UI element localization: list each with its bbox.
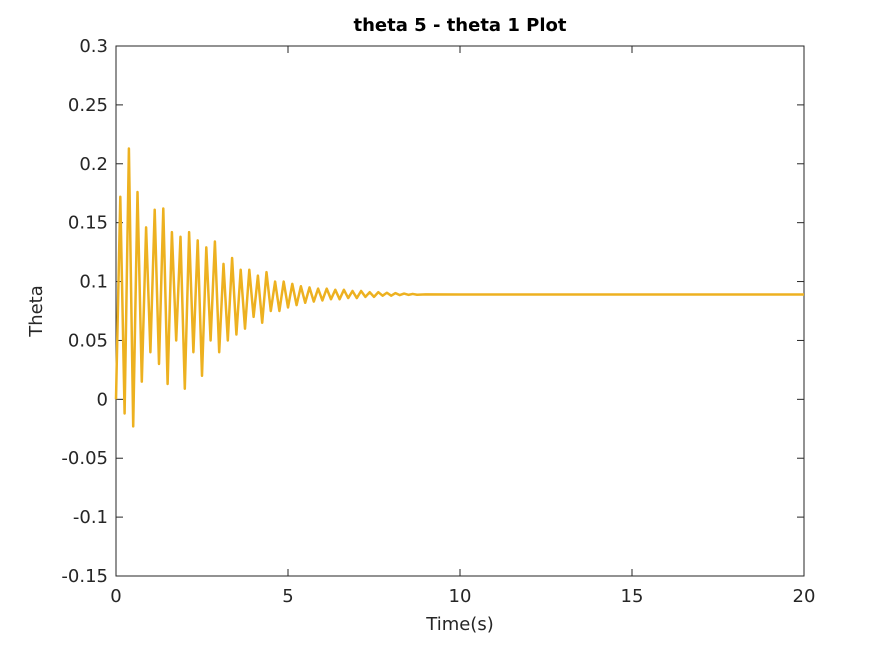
plot-area: [115, 45, 805, 577]
y-tick-label: 0.25: [68, 95, 108, 116]
y-axis-label: Theta: [26, 285, 47, 338]
y-tick-label: 0: [97, 389, 108, 410]
y-tick-label: 0.2: [79, 154, 108, 175]
y-tick-label: 0.05: [68, 330, 108, 351]
x-tick-label: 5: [282, 586, 293, 607]
chart-title: theta 5 - theta 1 Plot: [354, 15, 567, 36]
y-tick-label: -0.05: [61, 448, 108, 469]
x-tick-label: 20: [793, 586, 816, 607]
y-tick-label: -0.15: [61, 566, 108, 587]
y-tick-label: 0.1: [79, 272, 108, 293]
y-tick-label: 0.3: [79, 36, 108, 57]
y-tick-label: 0.15: [68, 213, 108, 234]
x-tick-label: 10: [449, 586, 472, 607]
data-line: [114, 147, 804, 428]
y-tick-label: -0.1: [73, 507, 108, 528]
x-tick-label: 0: [110, 586, 121, 607]
x-tick-label: 15: [621, 586, 644, 607]
x-axis-label: Time(s): [425, 614, 493, 635]
